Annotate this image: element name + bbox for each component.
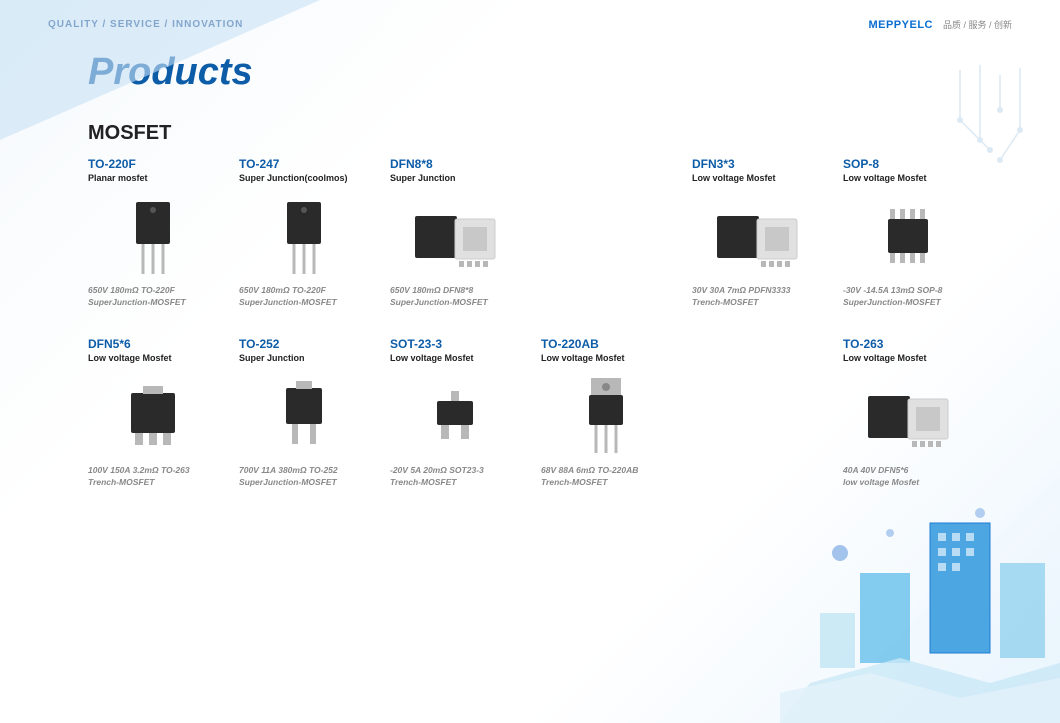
product-subtitle: Low voltage Mosfet [692, 173, 821, 183]
product-subtitle: Low voltage Mosfet [390, 353, 519, 363]
product-title: TO-252 [239, 337, 368, 351]
brand-logo: MEPPYELC [868, 19, 933, 31]
product-title: DFN5*6 [88, 337, 217, 351]
chip-icon [239, 191, 368, 281]
product-desc-line2: Trench-MOSFET [390, 477, 519, 489]
product-desc-line1: 30V 30A 7mΩ PDFN3333 [692, 285, 821, 297]
product-subtitle: Super Junction [239, 353, 368, 363]
product-desc-line1: 100V 150A 3.2mΩ TO-263 [88, 465, 217, 477]
product-desc-line1: 650V 180mΩ TO-220F [239, 285, 368, 297]
product-card: DFN8*8 Super Junction 650V 180mΩ DFN8*8 … [390, 157, 519, 309]
product-desc-line2: SuperJunction-MOSFET [843, 297, 972, 309]
product-card: DFN3*3 Low voltage Mosfet 30V 30A 7mΩ PD… [692, 157, 821, 309]
product-title: DFN3*3 [692, 157, 821, 171]
chip-icon [541, 371, 670, 461]
brand-text: 品质 / 服务 / 创新 [943, 18, 1012, 31]
product-card: DFN5*6 Low voltage Mosfet 100V 150A 3.2m… [88, 337, 217, 489]
decor-circuit [940, 60, 1040, 200]
chip-icon [843, 191, 972, 281]
product-title: TO-220F [88, 157, 217, 171]
decor-city [780, 483, 1060, 723]
product-title: TO-263 [843, 337, 972, 351]
product-desc-line1: 650V 180mΩ DFN8*8 [390, 285, 519, 297]
product-card: SOT-23-3 Low voltage Mosfet -20V 5A 20mΩ… [390, 337, 519, 489]
chip-icon [88, 191, 217, 281]
product-card: TO-252 Super Junction 700V 11A 380mΩ TO-… [239, 337, 368, 489]
chip-icon [390, 371, 519, 461]
product-card: TO-220AB Low voltage Mosfet 68V 88A 6mΩ … [541, 337, 670, 489]
product-title: DFN8*8 [390, 157, 519, 171]
product-subtitle: Super Junction(coolmos) [239, 173, 368, 183]
product-subtitle: Low voltage Mosfet [541, 353, 670, 363]
product-card: TO-220F Planar mosfet 650V 180mΩ TO-220F… [88, 157, 217, 309]
product-subtitle: Planar mosfet [88, 173, 217, 183]
product-desc-line2: SuperJunction-MOSFET [239, 297, 368, 309]
product-subtitle: Low voltage Mosfet [88, 353, 217, 363]
chip-icon [692, 191, 821, 281]
product-desc-line2: SuperJunction-MOSFET [239, 477, 368, 489]
product-desc-line1: 40A 40V DFN5*6 [843, 465, 972, 477]
chip-icon [88, 371, 217, 461]
product-desc-line2: Trench-MOSFET [88, 477, 217, 489]
chip-icon [843, 371, 972, 461]
product-desc-line2: SuperJunction-MOSFET [390, 297, 519, 309]
brand: MEPPYELC 品质 / 服务 / 创新 [868, 18, 1012, 31]
product-desc-line2: SuperJunction-MOSFET [88, 297, 217, 309]
product-desc-line2: Trench-MOSFET [692, 297, 821, 309]
product-title: TO-247 [239, 157, 368, 171]
product-card: TO-247 Super Junction(coolmos) 650V 180m… [239, 157, 368, 309]
product-desc-line2: Trench-MOSFET [541, 477, 670, 489]
product-desc-line1: -20V 5A 20mΩ SOT23-3 [390, 465, 519, 477]
product-desc-line1: 68V 88A 6mΩ TO-220AB [541, 465, 670, 477]
chip-icon [390, 191, 519, 281]
product-title: TO-220AB [541, 337, 670, 351]
product-title: SOT-23-3 [390, 337, 519, 351]
product-subtitle: Super Junction [390, 173, 519, 183]
product-desc-line1: 650V 180mΩ TO-220F [88, 285, 217, 297]
product-desc-line1: 700V 11A 380mΩ TO-252 [239, 465, 368, 477]
product-desc-line1: -30V -14.5A 13mΩ SOP-8 [843, 285, 972, 297]
product-card: TO-263 Low voltage Mosfet 40A 40V DFN5*6… [843, 337, 972, 489]
product-subtitle: Low voltage Mosfet [843, 353, 972, 363]
decor-triangle [0, 0, 320, 140]
chip-icon [239, 371, 368, 461]
product-grid: TO-220F Planar mosfet 650V 180mΩ TO-220F… [0, 157, 1060, 517]
